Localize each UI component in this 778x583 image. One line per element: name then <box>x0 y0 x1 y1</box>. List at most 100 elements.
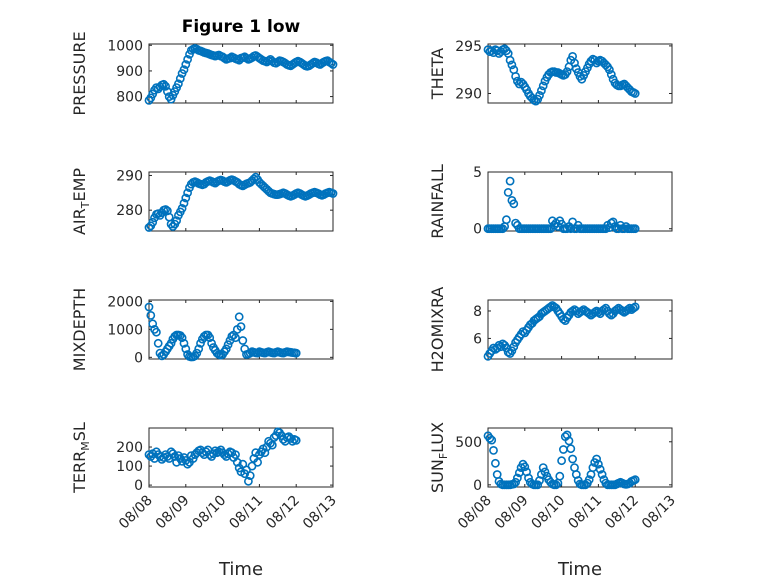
y-tick-label: 200 <box>116 440 143 456</box>
data-point <box>557 456 566 466</box>
data-point <box>630 224 640 234</box>
data-point <box>535 91 544 100</box>
data-point <box>181 60 191 69</box>
data-point <box>533 480 543 490</box>
panel-airtemp: 280 290 AIRTEMP <box>70 168 338 235</box>
data-point <box>513 473 522 483</box>
chart-title: Figure 1 low <box>182 17 301 37</box>
data-point <box>509 199 519 209</box>
data-point <box>520 462 530 472</box>
data-point <box>161 205 170 214</box>
y-tick-label: 5 <box>473 165 482 181</box>
data-point <box>260 448 270 458</box>
data-point <box>564 436 574 446</box>
data-point <box>625 303 635 313</box>
data-point <box>485 433 495 443</box>
y-tick-label: 800 <box>116 90 143 106</box>
y-axis-label: RAINFALL <box>428 164 447 239</box>
data-point <box>606 70 616 79</box>
data-point <box>153 338 163 348</box>
y-tick-label: 100 <box>116 459 143 475</box>
data-point <box>231 450 240 459</box>
data-point <box>584 475 594 485</box>
data-point <box>183 188 192 198</box>
y-axis-label: TERRMSL <box>70 422 92 494</box>
data-point <box>264 56 273 66</box>
data-point <box>177 203 187 213</box>
data-point <box>243 476 253 486</box>
data-point <box>509 342 519 352</box>
y-axis-label: PRESSURE <box>70 31 89 115</box>
panel-h2omixra: 6 8 H2OMIXRA <box>428 287 673 372</box>
data-point <box>238 336 248 345</box>
data-point <box>159 79 169 89</box>
data-point <box>592 454 601 464</box>
data-point <box>166 338 176 348</box>
data-point <box>161 81 170 91</box>
data-point <box>538 81 548 91</box>
y-tick-label: 1000 <box>107 38 143 54</box>
data-point <box>179 65 189 75</box>
data-point <box>540 467 550 477</box>
data-point <box>630 89 640 98</box>
data-point <box>253 457 262 467</box>
data-point <box>605 65 614 75</box>
data-point <box>179 198 189 208</box>
data-point <box>487 435 497 445</box>
data-point <box>629 303 638 313</box>
data-point <box>507 60 517 70</box>
panel-mixdepth: 0 1000 2000 MIXDEPTH <box>70 288 334 371</box>
data-point <box>623 305 633 314</box>
data-point <box>192 348 202 358</box>
data-point <box>568 454 577 464</box>
data-point <box>223 340 233 350</box>
y-tick-label: 0 <box>134 350 143 366</box>
y-tick-label: 290 <box>455 86 482 102</box>
data-point <box>546 302 555 312</box>
data-point <box>487 46 497 56</box>
data-point <box>328 189 338 198</box>
data-point <box>173 79 183 89</box>
data-point <box>245 471 255 480</box>
panel-theta: 290 295 THETA <box>428 39 673 106</box>
y-tick-label: 6 <box>473 331 482 347</box>
panel-pressure: 800 900 1000 PRESSURE Figure 1 low <box>70 17 338 116</box>
data-point <box>175 331 185 340</box>
data-point <box>570 58 579 68</box>
data-point <box>151 327 161 337</box>
data-point <box>144 302 154 312</box>
y-tick-label: 0 <box>134 478 143 494</box>
x-axis-label: Time <box>557 559 602 580</box>
data-point <box>594 459 603 469</box>
data-point <box>503 187 513 197</box>
y-tick-label: 0 <box>473 222 482 238</box>
data-point <box>538 463 548 472</box>
data-point <box>630 475 640 485</box>
data-point <box>595 464 605 474</box>
data-point <box>537 86 546 95</box>
data-point <box>236 322 246 331</box>
panel-rainfall: 0 5 RAINFALL <box>428 164 673 239</box>
data-point <box>146 310 156 320</box>
data-point <box>555 471 565 481</box>
data-point <box>577 306 587 316</box>
data-point <box>612 305 622 314</box>
y-tick-label: 1000 <box>107 322 143 338</box>
data-point <box>566 444 576 454</box>
y-tick-label: 900 <box>116 64 143 80</box>
data-point <box>505 55 515 65</box>
data-point <box>291 348 301 358</box>
data-point <box>630 302 640 312</box>
y-axis-label: SUNFLUX <box>428 422 450 493</box>
data-point <box>196 338 205 348</box>
data-point <box>490 458 500 468</box>
data-point <box>562 67 572 76</box>
y-tick-label: 500 <box>455 435 482 451</box>
data-point <box>511 72 520 81</box>
data-point <box>608 217 618 227</box>
data-point <box>498 224 508 234</box>
data-point <box>584 309 594 319</box>
data-point <box>148 319 158 329</box>
data-point <box>179 338 189 348</box>
